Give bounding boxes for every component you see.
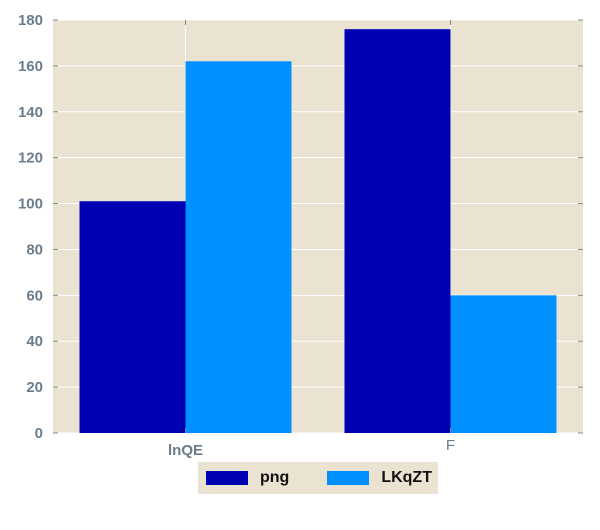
ytick-label-160: 160 (18, 58, 43, 75)
bar-png-f (344, 29, 451, 434)
bar-lkqzt-f (450, 295, 557, 433)
xtick-label-0: lnQE (168, 442, 203, 459)
legend: png LKqZT (198, 462, 438, 494)
ytick-label-140: 140 (18, 104, 43, 121)
legend-label-png: png (260, 469, 290, 486)
bar-lkqzt-lnqe (185, 61, 292, 434)
bar-png-lnqe (79, 201, 186, 433)
ytick-label-120: 120 (18, 150, 43, 167)
legend-swatch-png (206, 471, 248, 485)
ytick-label-0: 0 (35, 425, 43, 442)
legend-item-lkqzt: LKqZT (327, 469, 432, 487)
legend-label-lkqzt: LKqZT (381, 469, 432, 486)
legend-item-png: png (206, 469, 289, 487)
ytick-label-180: 180 (18, 12, 43, 29)
ytick-label-100: 100 (18, 196, 43, 213)
ytick-label-60: 60 (26, 287, 43, 304)
legend-swatch-lkqzt (327, 471, 370, 485)
ytick-label-20: 20 (26, 379, 43, 396)
ytick-label-80: 80 (26, 241, 43, 258)
ytick-label-40: 40 (26, 333, 43, 350)
xtick-label-1: F (446, 437, 455, 454)
